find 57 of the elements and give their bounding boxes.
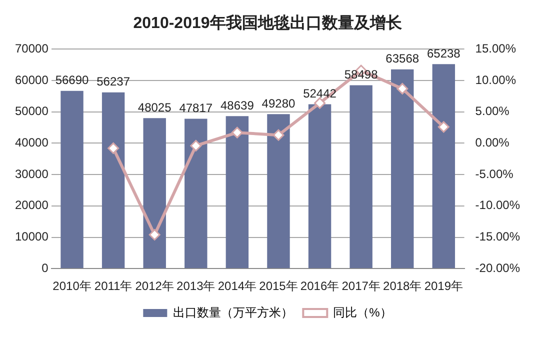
bar: [432, 64, 456, 268]
data-label: 56237: [96, 74, 130, 89]
y-tick-label: 0: [42, 260, 49, 275]
y-tick-label: 60000: [14, 72, 49, 87]
x-tick-label: 2010年: [52, 279, 92, 294]
legend-label: 出口数量（万平方米）: [173, 305, 294, 320]
point: [148, 229, 160, 240]
bar: [391, 69, 414, 268]
y2-tick-label: 15.00%: [475, 42, 516, 56]
y-tick-label: 40000: [14, 136, 49, 150]
x-tick-label: 2013年: [176, 279, 216, 294]
data-label: 58498: [344, 68, 378, 82]
data-label: 48639: [220, 98, 254, 112]
data-label: 48025: [138, 100, 172, 114]
bar: [267, 114, 290, 268]
y2-tick-label: 0.00%: [475, 136, 510, 150]
point: [108, 142, 120, 154]
point: [190, 140, 202, 152]
chart-title: 2010-2019年我国地毯出口数量及增长: [133, 14, 403, 32]
bar: [143, 118, 166, 268]
x-tick-label: 2018年: [383, 279, 422, 294]
y2-tick-label: -15.00%: [475, 230, 520, 244]
y2-tick-label: 10.00%: [475, 72, 516, 87]
point: [314, 97, 326, 109]
bar: [308, 104, 332, 268]
data-label: 49280: [262, 96, 296, 110]
y-tick-label: 20000: [14, 198, 49, 212]
y2-tick-label: -20.00%: [475, 260, 520, 275]
point: [272, 129, 284, 141]
x-tick-label: 2011年: [94, 279, 132, 294]
legend-label: 同比（%）: [333, 305, 392, 320]
point: [231, 126, 243, 138]
bar: [60, 90, 84, 268]
y2-tick-label: -5.00%: [475, 166, 514, 181]
x-tick-label: 2017年: [342, 279, 380, 294]
y2-tick-label: -10.00%: [475, 198, 520, 212]
bar: [226, 116, 249, 268]
y-tick-label: 70000: [14, 42, 49, 56]
y-tick-label: 30000: [14, 166, 49, 181]
y2-tick-label: 5.00%: [475, 104, 510, 118]
y-tick-label: 10000: [14, 230, 49, 244]
data-label: 52442: [303, 86, 337, 101]
data-label: 56690: [55, 73, 90, 88]
data-label: 47817: [179, 101, 213, 116]
x-tick-label: 2019年: [424, 279, 464, 294]
data-label: 63568: [386, 52, 420, 66]
y-tick-label: 50000: [14, 104, 49, 118]
bar: [350, 85, 372, 268]
data-label: 65238: [426, 46, 461, 60]
point: [438, 121, 450, 133]
x-tick-label: 2014年: [218, 279, 257, 294]
x-tick-label: 2012年: [135, 279, 174, 294]
x-tick-label: 2015年: [259, 279, 298, 294]
x-tick-label: 2016年: [300, 279, 340, 294]
bar: [102, 92, 125, 268]
point: [396, 82, 408, 94]
bar: [184, 118, 208, 268]
